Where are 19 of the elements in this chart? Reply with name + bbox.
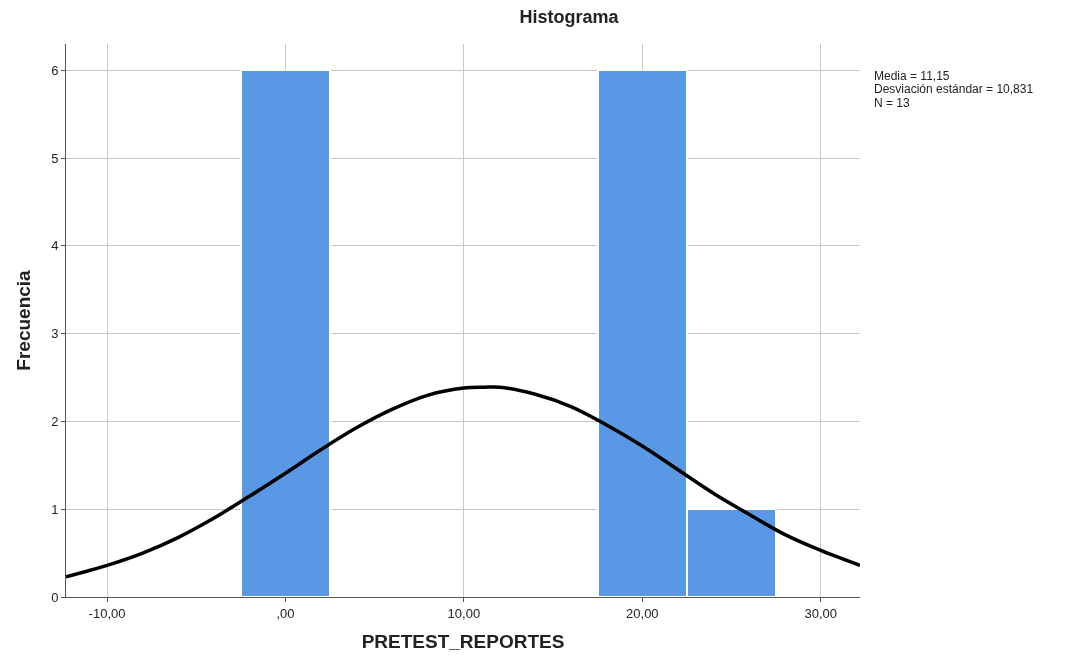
text: Media = 11,15 [874, 69, 950, 83]
text: N = 13 [874, 96, 911, 110]
y-tick-label: 6 [51, 62, 59, 78]
y-tick-label: 5 [51, 150, 59, 166]
y-tick-label: 2 [51, 413, 59, 429]
y-tick-label: 3 [51, 326, 59, 342]
x-tick-label: -10,00 [88, 605, 126, 621]
y-axis-title: Frecuencia [13, 269, 35, 371]
y-tick-label: 0 [51, 589, 59, 605]
x-tick-label: 10,00 [447, 605, 481, 621]
text: Desviación estándar = 10,831 [874, 82, 1034, 96]
x-tick-label: 30,00 [804, 605, 838, 621]
x-tick-label: ,00 [276, 605, 295, 621]
y-tick-label: 4 [51, 238, 59, 254]
x-tick-label: 20,00 [626, 605, 659, 621]
y-tick-label: 1 [51, 501, 59, 517]
chart-title: Histograma [519, 6, 620, 27]
line-series [66, 385, 860, 579]
x-axis-title: PRETEST_REPORTES [361, 631, 565, 653]
